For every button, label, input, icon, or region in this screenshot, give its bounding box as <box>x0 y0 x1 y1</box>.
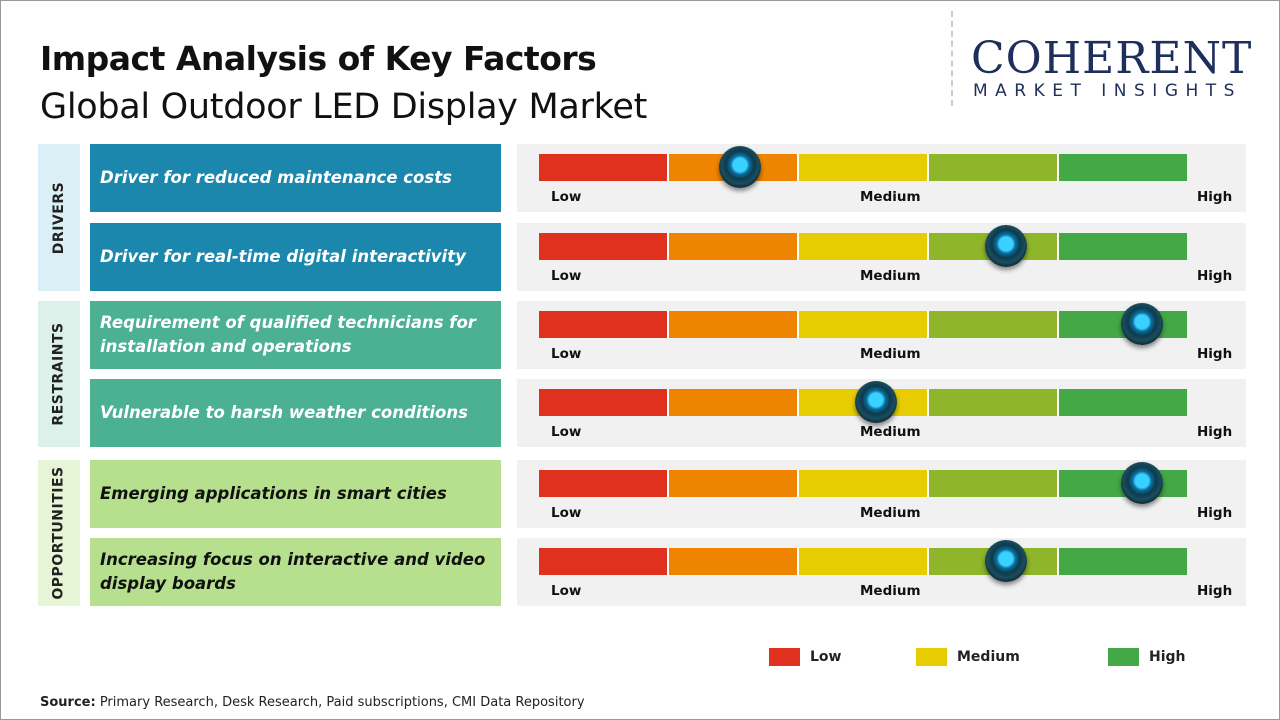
impact-segment <box>539 311 669 338</box>
page-title: Impact Analysis of Key Factors <box>40 39 597 78</box>
scale-medium-label: Medium <box>860 268 921 284</box>
category-opportunities: OPPORTUNITIES <box>38 460 80 606</box>
legend-swatch <box>1108 648 1139 666</box>
impact-segment <box>799 470 929 497</box>
category-restraints: RESTRAINTS <box>38 301 80 447</box>
impact-segment <box>539 470 669 497</box>
impact-segment <box>669 389 799 416</box>
impact-gauge: Low Medium High <box>517 144 1246 212</box>
impact-segment <box>539 233 669 260</box>
scale-high-label: High <box>1197 505 1233 521</box>
scale-low-label: Low <box>551 268 582 284</box>
factor-label: Increasing focus on interactive and vide… <box>90 538 501 606</box>
scale-low-label: Low <box>551 505 582 521</box>
scale-low-label: Low <box>551 424 582 440</box>
impact-bar <box>539 233 1187 260</box>
factor-label: Driver for reduced maintenance costs <box>90 144 501 212</box>
impact-bar <box>539 311 1187 338</box>
legend-item-high: High <box>1108 648 1186 666</box>
impact-segment <box>799 233 929 260</box>
impact-segment <box>1059 548 1187 575</box>
impact-segment <box>539 548 669 575</box>
impact-segment <box>929 389 1059 416</box>
source-note: Source: Primary Research, Desk Research,… <box>40 695 585 710</box>
scale-medium-label: Medium <box>860 505 921 521</box>
impact-segment <box>1059 389 1187 416</box>
impact-indicator-knob <box>718 146 761 188</box>
legend-swatch <box>916 648 947 666</box>
impact-gauge: Low Medium High <box>517 460 1246 528</box>
scale-low-label: Low <box>551 346 582 362</box>
scale-high-label: High <box>1197 268 1233 284</box>
impact-gauge: Low Medium High <box>517 223 1246 291</box>
factor-label: Emerging applications in smart cities <box>90 460 501 528</box>
impact-indicator-knob <box>1120 462 1163 504</box>
impact-gauge: Low Medium High <box>517 538 1246 606</box>
company-logo: COHERENT MARKET INSIGHTS <box>951 11 1271 106</box>
legend-label: High <box>1149 649 1186 665</box>
page-subtitle: Global Outdoor LED Display Market <box>40 87 648 127</box>
impact-segment <box>669 311 799 338</box>
impact-segment <box>929 470 1059 497</box>
impact-segment <box>1059 154 1187 181</box>
impact-gauge: Low Medium High <box>517 379 1246 447</box>
impact-segment <box>799 154 929 181</box>
impact-segment <box>539 154 669 181</box>
scale-low-label: Low <box>551 189 582 205</box>
legend-label: Medium <box>957 649 1020 665</box>
scale-high-label: High <box>1197 583 1233 599</box>
impact-gauge: Low Medium High <box>517 301 1246 369</box>
impact-segment <box>669 233 799 260</box>
category-label: DRIVERS <box>51 181 67 254</box>
factor-label: Vulnerable to harsh weather conditions <box>90 379 501 447</box>
impact-segment <box>669 470 799 497</box>
scale-high-label: High <box>1197 424 1233 440</box>
impact-segment <box>669 548 799 575</box>
scale-high-label: High <box>1197 346 1233 362</box>
impact-indicator-knob <box>984 540 1027 582</box>
impact-bar <box>539 154 1187 181</box>
impact-segment <box>1059 233 1187 260</box>
impact-bar <box>539 548 1187 575</box>
impact-indicator-knob <box>854 381 897 423</box>
category-label: OPPORTUNITIES <box>51 466 68 600</box>
legend-swatch <box>769 648 800 666</box>
scale-low-label: Low <box>551 583 582 599</box>
scale-medium-label: Medium <box>860 346 921 362</box>
legend-item-low: Low <box>769 648 841 666</box>
impact-indicator-knob <box>1120 303 1163 345</box>
impact-segment <box>799 311 929 338</box>
legend-item-medium: Medium <box>916 648 1020 666</box>
category-drivers: DRIVERS <box>38 144 80 291</box>
impact-segment <box>799 548 929 575</box>
scale-high-label: High <box>1197 189 1233 205</box>
scale-medium-label: Medium <box>860 583 921 599</box>
category-label: RESTRAINTS <box>51 322 67 426</box>
scale-medium-label: Medium <box>860 189 921 205</box>
factor-label: Requirement of qualified technicians for… <box>90 301 501 369</box>
legend-label: Low <box>810 649 842 665</box>
impact-bar <box>539 470 1187 497</box>
factor-label: Driver for real-time digital interactivi… <box>90 223 501 291</box>
impact-segment <box>929 154 1059 181</box>
impact-segment <box>539 389 669 416</box>
impact-indicator-knob <box>984 225 1027 267</box>
impact-segment <box>929 311 1059 338</box>
scale-medium-label: Medium <box>860 424 921 440</box>
